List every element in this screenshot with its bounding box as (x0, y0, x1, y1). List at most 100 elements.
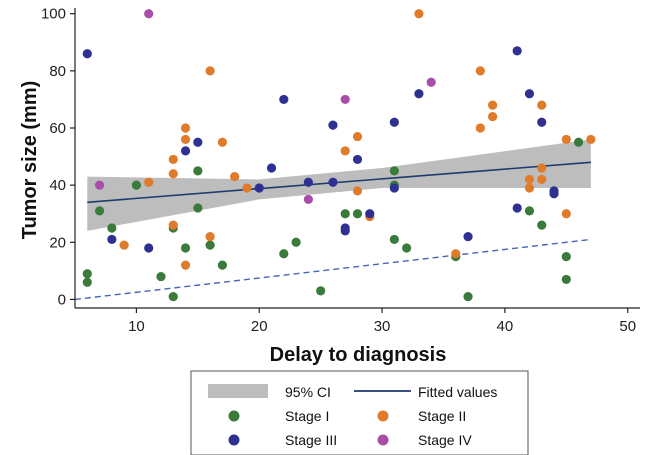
axes: 0 20 40 60 80 100 10 20 30 40 50 (41, 6, 640, 335)
point-stage-iii (266, 163, 277, 173)
point-stage-iii (303, 177, 313, 187)
point-stage-ii (180, 123, 191, 133)
legend-label-stage-iv: Stage IV (418, 432, 472, 448)
point-stage-ii (168, 154, 178, 165)
point-stage-iii (389, 183, 399, 193)
point-stage-i (352, 209, 363, 219)
legend-label-ci: 95% CI (285, 384, 331, 400)
point-stage-ii (561, 209, 571, 219)
point-stage-i (316, 286, 326, 296)
point-stage-iv (303, 194, 313, 205)
point-stage-iii (414, 89, 424, 99)
y-axis-title: Tumor size (mm) (19, 81, 41, 240)
point-stage-iii (82, 49, 92, 59)
point-stage-ii (230, 171, 240, 182)
x-tick-label: 20 (251, 318, 268, 335)
point-stage-ii (524, 183, 535, 193)
point-stage-ii (217, 137, 227, 147)
point-stage-ii (180, 260, 191, 270)
point-stage-i (193, 203, 203, 213)
point-stage-iii (180, 146, 191, 156)
point-stage-i (217, 260, 227, 270)
point-stage-ii (475, 123, 485, 133)
legend-marker-stage-iv (377, 434, 389, 446)
point-stage-ii (340, 146, 350, 156)
point-stage-ii (537, 174, 547, 185)
point-stage-ii (352, 186, 363, 196)
y-tick-label: 100 (41, 6, 66, 23)
point-stage-i (193, 166, 203, 176)
point-stage-iv (426, 77, 436, 87)
point-stage-iii (328, 120, 338, 130)
legend-marker-stage-i (228, 410, 240, 422)
legend-label-stage-i: Stage I (285, 408, 329, 424)
point-stage-ii (561, 134, 571, 145)
point-stage-i (107, 223, 117, 233)
point-stage-iii (537, 117, 547, 127)
legend: 95% CI Fitted values Stage I Stage II St… (190, 370, 529, 455)
point-stage-iii (512, 46, 522, 56)
legend-marker-stage-iii (228, 434, 240, 446)
legend-label-fitted: Fitted values (418, 384, 497, 400)
point-stage-ii (352, 131, 363, 142)
point-stage-i (524, 206, 535, 216)
point-stage-i (82, 277, 92, 287)
legend-swatch-ci (208, 384, 268, 398)
point-stage-iii (463, 231, 473, 242)
y-tick-label: 20 (49, 234, 66, 251)
point-stage-ii (119, 240, 129, 250)
point-stage-i (340, 209, 350, 219)
point-stage-i (291, 237, 301, 247)
reference-line (74, 238, 591, 301)
point-stage-ii (475, 66, 485, 76)
point-stage-i (402, 243, 412, 253)
y-tick-label: 0 (58, 291, 66, 308)
point-stage-iii (193, 137, 203, 147)
point-stage-i (94, 206, 105, 216)
point-stage-i (205, 240, 215, 250)
point-stage-ii (586, 134, 596, 145)
point-stage-iii (549, 186, 559, 196)
point-stage-iii (107, 234, 117, 245)
point-stage-iii (365, 209, 375, 219)
point-stage-iii (340, 223, 350, 233)
x-axis-title: Delay to diagnosis (270, 344, 447, 366)
point-stage-i (389, 166, 399, 176)
point-stage-i (82, 269, 92, 279)
point-stage-ii (537, 163, 547, 173)
point-stage-i (156, 271, 166, 282)
plot-area (74, 9, 596, 302)
point-stage-iii (512, 203, 522, 213)
point-stage-i (561, 251, 571, 262)
point-stage-ii (524, 174, 535, 185)
point-stage-i (180, 243, 191, 253)
y-tick-label: 40 (49, 177, 66, 194)
legend-label-stage-iii: Stage III (285, 432, 337, 448)
point-stage-i (131, 180, 142, 190)
x-tick-label: 40 (497, 318, 514, 335)
point-stage-ii (168, 169, 178, 179)
point-stage-i (573, 137, 584, 147)
point-stage-ii (488, 111, 498, 122)
point-stage-ii (451, 249, 461, 259)
point-stage-iii (144, 243, 154, 253)
point-stage-i (389, 234, 399, 245)
point-stage-iii (328, 177, 338, 187)
point-stage-iii (352, 154, 363, 165)
x-tick-label: 50 (619, 318, 636, 335)
legend-label-stage-ii: Stage II (418, 408, 466, 424)
point-stage-iv (340, 94, 350, 105)
point-stage-iii (279, 94, 289, 105)
point-stage-i (463, 291, 473, 302)
point-stage-iii (524, 89, 535, 99)
point-stage-i (279, 249, 289, 259)
point-stage-ii (414, 9, 424, 19)
point-stage-iv (144, 9, 154, 19)
point-stage-i (168, 291, 178, 302)
y-tick-label: 60 (49, 120, 66, 137)
point-stage-iii (254, 183, 264, 193)
point-stage-ii (168, 220, 178, 230)
point-stage-ii (488, 100, 498, 110)
point-stage-iv (94, 180, 105, 190)
